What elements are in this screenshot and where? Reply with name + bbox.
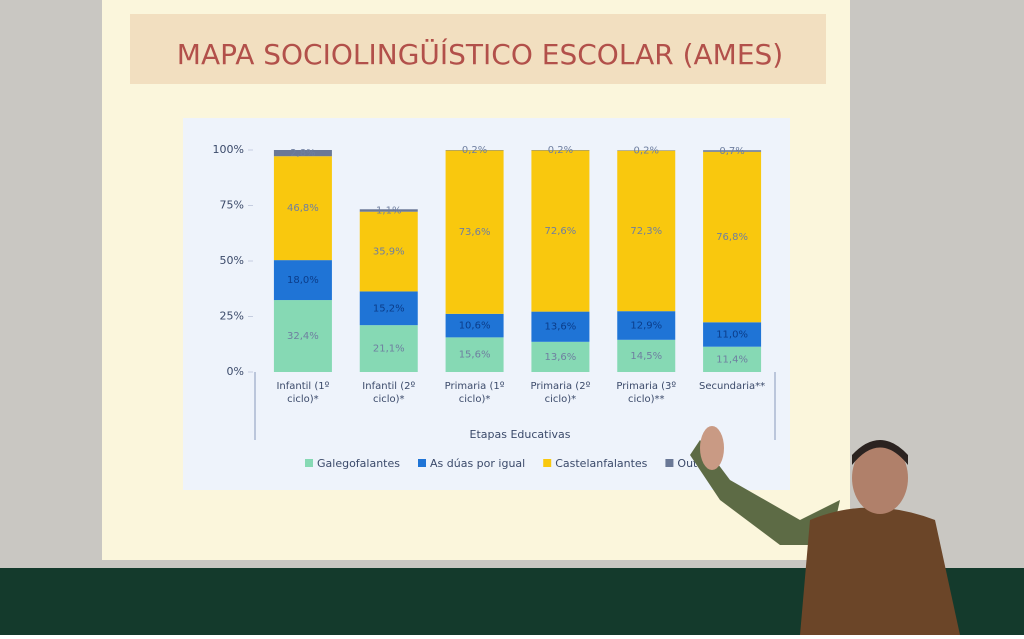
value-label: 46,8% <box>287 203 319 214</box>
value-label: 12,9% <box>630 320 662 331</box>
value-label: 72,6% <box>545 226 577 237</box>
hand <box>700 426 724 470</box>
value-label: 0,2% <box>634 145 659 156</box>
x-tick-label: Primaria (1º ciclo)* <box>433 380 517 406</box>
legend-label: Castelanfalantes <box>555 457 647 470</box>
value-label: 13,6% <box>545 352 577 363</box>
legend-marker <box>543 459 551 467</box>
value-label: 73,6% <box>459 227 491 238</box>
y-tick-label: 25% <box>220 310 244 323</box>
x-tick-label: Infantil (1º ciclo)* <box>261 380 345 406</box>
value-label: 11,0% <box>716 329 748 340</box>
y-tick-label: 100% <box>213 143 244 156</box>
value-label: 14,5% <box>630 351 662 362</box>
x-tick-label: Infantil (2º ciclo)* <box>347 380 431 406</box>
x-tick-label-box: Infantil (2º ciclo)* <box>347 380 431 420</box>
value-label: 32,4% <box>287 331 319 342</box>
value-label: 72,3% <box>630 226 662 237</box>
x-tick-label: Primaria (3º ciclo)** <box>604 380 688 406</box>
x-tick-label-box: Primaria (3º ciclo)** <box>604 380 688 420</box>
x-tick-label-box: Secundaria** <box>690 380 774 420</box>
chart-title: MAPA SOCIOLINGÜÍSTICO ESCOLAR (AMES) <box>177 37 783 71</box>
value-label: 35,9% <box>373 247 405 258</box>
value-label: 18,0% <box>287 275 319 286</box>
y-tick-label: 0% <box>227 365 244 378</box>
value-label: 10,6% <box>459 321 491 332</box>
vest <box>800 508 960 636</box>
y-tick-label: 50% <box>220 254 244 267</box>
x-tick-label: Secundaria** <box>690 380 774 393</box>
legend-marker <box>305 459 313 467</box>
value-label: 11,4% <box>716 354 748 365</box>
legend-label: Galegofalantes <box>317 457 400 470</box>
value-label: 13,6% <box>545 322 577 333</box>
x-tick-label-box: Infantil (1º ciclo)* <box>261 380 345 420</box>
value-label: 0,7% <box>719 146 744 157</box>
value-label: 76,8% <box>716 232 748 243</box>
value-label: 1,1% <box>376 205 401 216</box>
legend-marker <box>418 459 426 467</box>
legend-label: As dúas por igual <box>430 457 525 470</box>
x-tick-label-box: Primaria (2º ciclo)* <box>518 380 602 420</box>
value-label: 2,8% <box>290 148 315 159</box>
value-label: 15,2% <box>373 303 405 314</box>
x-tick-label: Primaria (2º ciclo)* <box>518 380 602 406</box>
value-label: 0,2% <box>462 145 487 156</box>
legend-marker <box>665 459 673 467</box>
y-tick-label: 75% <box>220 199 244 212</box>
value-label: 0,2% <box>548 145 573 156</box>
x-tick-label-box: Primaria (1º ciclo)* <box>433 380 517 420</box>
value-label: 15,6% <box>459 350 491 361</box>
x-axis-title: Etapas Educativas <box>470 428 571 441</box>
value-label: 21,1% <box>373 344 405 355</box>
